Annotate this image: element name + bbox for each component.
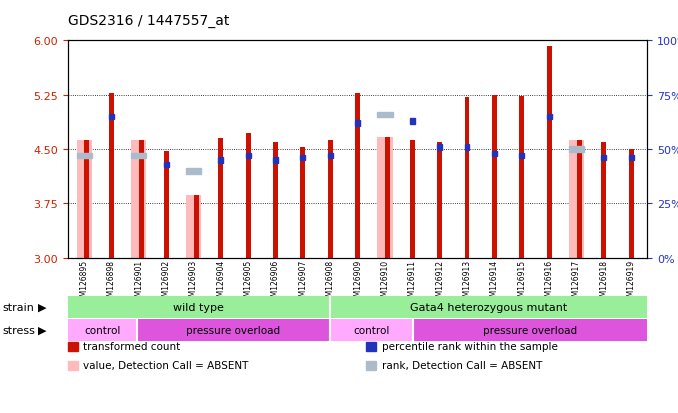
Bar	[629, 150, 633, 258]
Bar	[629, 156, 633, 161]
Bar	[464, 98, 469, 258]
Bar	[164, 151, 169, 258]
Text: ▶: ▶	[39, 302, 47, 312]
Bar	[546, 47, 551, 258]
Bar	[300, 147, 305, 258]
Bar	[109, 94, 114, 258]
Bar	[186, 195, 201, 258]
Bar	[569, 147, 584, 152]
Bar	[355, 93, 360, 258]
Bar	[132, 141, 146, 258]
Bar	[132, 154, 146, 159]
Bar	[569, 141, 584, 258]
Text: ▶: ▶	[39, 325, 47, 335]
Bar	[601, 142, 606, 258]
Text: stress: stress	[2, 325, 35, 335]
Bar	[577, 141, 582, 258]
Bar	[330, 319, 413, 341]
Bar	[519, 97, 524, 258]
Bar	[218, 158, 223, 163]
Text: GDS2316 / 1447557_at: GDS2316 / 1447557_at	[68, 14, 229, 28]
Bar	[330, 297, 647, 318]
Bar	[186, 169, 201, 174]
Bar	[355, 121, 360, 126]
Text: wild type: wild type	[174, 302, 224, 312]
Bar	[601, 156, 606, 161]
Bar	[437, 142, 442, 258]
Text: Gata4 heterozygous mutant: Gata4 heterozygous mutant	[410, 302, 567, 312]
Bar	[77, 154, 92, 159]
Bar	[328, 141, 333, 258]
Text: pressure overload: pressure overload	[186, 325, 281, 335]
Bar	[410, 140, 415, 258]
Bar	[137, 319, 330, 341]
Bar	[164, 162, 169, 168]
Bar	[273, 158, 278, 163]
Bar	[300, 156, 305, 161]
Bar	[273, 142, 278, 258]
Bar	[464, 145, 469, 150]
Bar	[246, 154, 251, 159]
Bar	[378, 112, 393, 118]
Text: strain: strain	[2, 302, 34, 312]
Text: rank, Detection Call = ABSENT: rank, Detection Call = ABSENT	[382, 360, 542, 370]
Bar	[68, 319, 137, 341]
Text: pressure overload: pressure overload	[483, 325, 577, 335]
Text: value, Detection Call = ABSENT: value, Detection Call = ABSENT	[83, 360, 249, 370]
Bar	[410, 119, 415, 124]
Text: transformed count: transformed count	[83, 341, 180, 351]
Bar	[492, 96, 497, 258]
Bar	[328, 154, 333, 159]
Bar	[546, 114, 551, 120]
Text: control: control	[353, 325, 390, 335]
Bar	[68, 297, 330, 318]
Text: control: control	[84, 325, 121, 335]
Bar	[519, 154, 524, 159]
Bar	[139, 141, 144, 258]
Bar	[437, 145, 442, 150]
Bar	[246, 134, 251, 258]
Bar	[109, 114, 114, 120]
Bar	[378, 138, 393, 258]
Bar	[492, 151, 497, 157]
Bar	[85, 141, 89, 258]
Text: percentile rank within the sample: percentile rank within the sample	[382, 341, 557, 351]
Bar	[218, 139, 223, 258]
Bar	[385, 138, 390, 258]
Bar	[77, 141, 92, 258]
Bar	[413, 319, 647, 341]
Bar	[194, 195, 199, 258]
